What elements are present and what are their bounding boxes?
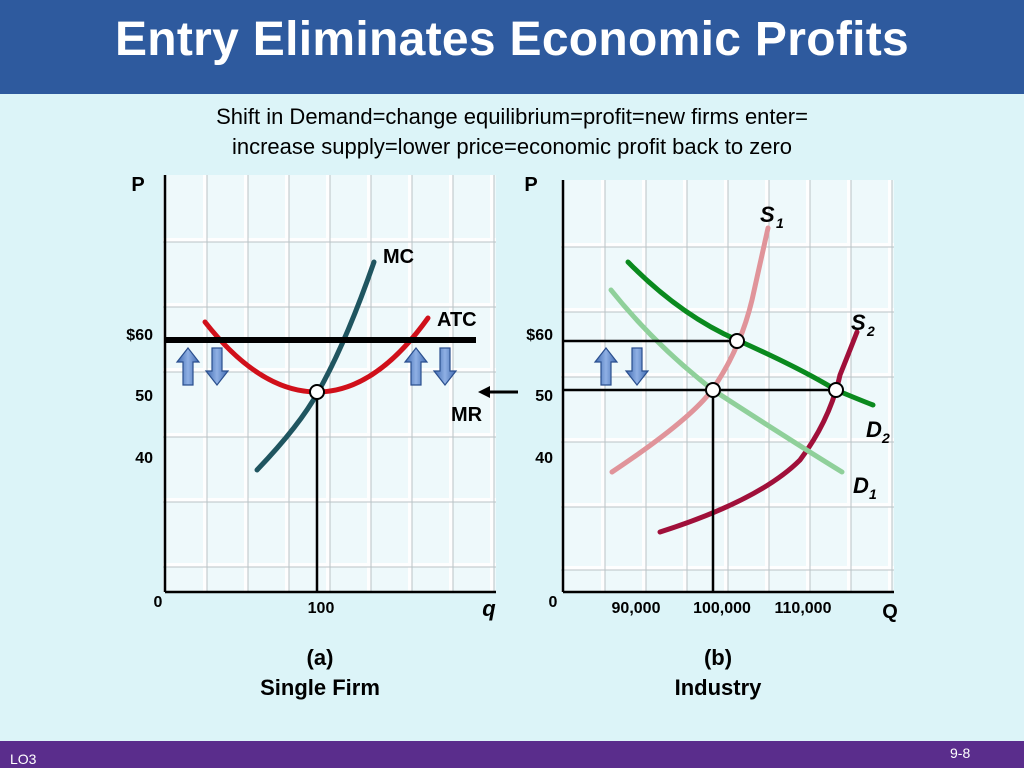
- panel-b-long-run-equilibrium-point: [828, 382, 844, 398]
- panel-a-caption-letter: (a): [307, 645, 334, 670]
- panel-a-price-tick-60: $60: [126, 327, 153, 344]
- slide-title: Entry Eliminates Economic Profits: [114, 13, 910, 66]
- panel-a-price-tick-40: 40: [135, 450, 153, 467]
- panel-b-new-equilibrium-point: [729, 333, 745, 349]
- s1-label: S 1: [760, 202, 784, 231]
- s2-label: S 2: [851, 310, 875, 339]
- svg-text:D: D: [853, 473, 869, 498]
- panel-a-down-arrow-icon-left: [204, 347, 230, 386]
- subtitle-line-1: Shift in Demand=change equilibrium=profi…: [216, 104, 808, 129]
- panel-b-down-arrow-icon: [624, 347, 650, 386]
- atc-label: ATC: [437, 309, 477, 331]
- panel-a-x-axis-label: q: [482, 596, 496, 621]
- svg-text:S: S: [760, 202, 775, 227]
- panel-b-initial-equilibrium-point: [705, 382, 721, 398]
- panel-a-equilibrium-point: [309, 384, 325, 400]
- panel-a-y-axis-label: P: [131, 174, 144, 196]
- panel-b-x-axis-label: Q: [882, 601, 898, 623]
- svg-text:2: 2: [866, 323, 875, 339]
- panel-a-down-arrow-icon-right: [432, 347, 458, 386]
- panel-b-grid: [561, 180, 894, 592]
- panel-b-origin-label: 0: [549, 594, 558, 611]
- s2-curve: [657, 329, 860, 535]
- panel-b-price-tick-40: 40: [535, 450, 553, 467]
- panel-a-origin-label: 0: [154, 594, 163, 611]
- d2-label: D 2: [866, 417, 890, 446]
- d2-curve: [625, 259, 876, 408]
- panel-b-price-tick-60: $60: [526, 327, 553, 344]
- s1-curve: [609, 225, 771, 475]
- panel-b-caption: Industry: [675, 675, 763, 700]
- panel-a-quantity-tick-100: 100: [308, 600, 335, 617]
- panel-a-up-arrow-icon-right: [403, 347, 429, 386]
- svg-text:S: S: [851, 310, 866, 335]
- panel-b-price-tick-50: 50: [535, 388, 553, 405]
- panel-b-y-axis-label: P: [524, 174, 537, 196]
- panel-b-up-arrow-icon: [593, 347, 619, 386]
- panel-a-up-arrow-icon-left: [175, 347, 201, 386]
- svg-text:1: 1: [776, 215, 784, 231]
- panel-a-price-tick-50: 50: [135, 388, 153, 405]
- mc-label: MC: [383, 246, 414, 268]
- footer-slide-number: 9-8: [950, 745, 971, 761]
- mr-arrow-icon: [478, 386, 518, 398]
- panel-b-quantity-tick-110000: 110,000: [775, 600, 832, 617]
- title-bar: [0, 0, 1024, 94]
- footer-learning-objective: LO3: [10, 751, 37, 767]
- panel-a-caption: Single Firm: [260, 675, 380, 700]
- subtitle-line-2: increase supply=lower price=economic pro…: [231, 134, 793, 159]
- svg-text:2: 2: [881, 430, 890, 446]
- panel-b-quantity-tick-90000: 90,000: [612, 600, 661, 617]
- panel-b-caption-letter: (b): [704, 645, 732, 670]
- panel-b-quantity-tick-100000: 100,000: [693, 600, 751, 617]
- d1-label: D 1: [853, 473, 877, 502]
- footer-bar: [0, 741, 1024, 768]
- svg-text:1: 1: [869, 486, 877, 502]
- svg-text:D: D: [866, 417, 882, 442]
- mr-label: MR: [451, 404, 483, 426]
